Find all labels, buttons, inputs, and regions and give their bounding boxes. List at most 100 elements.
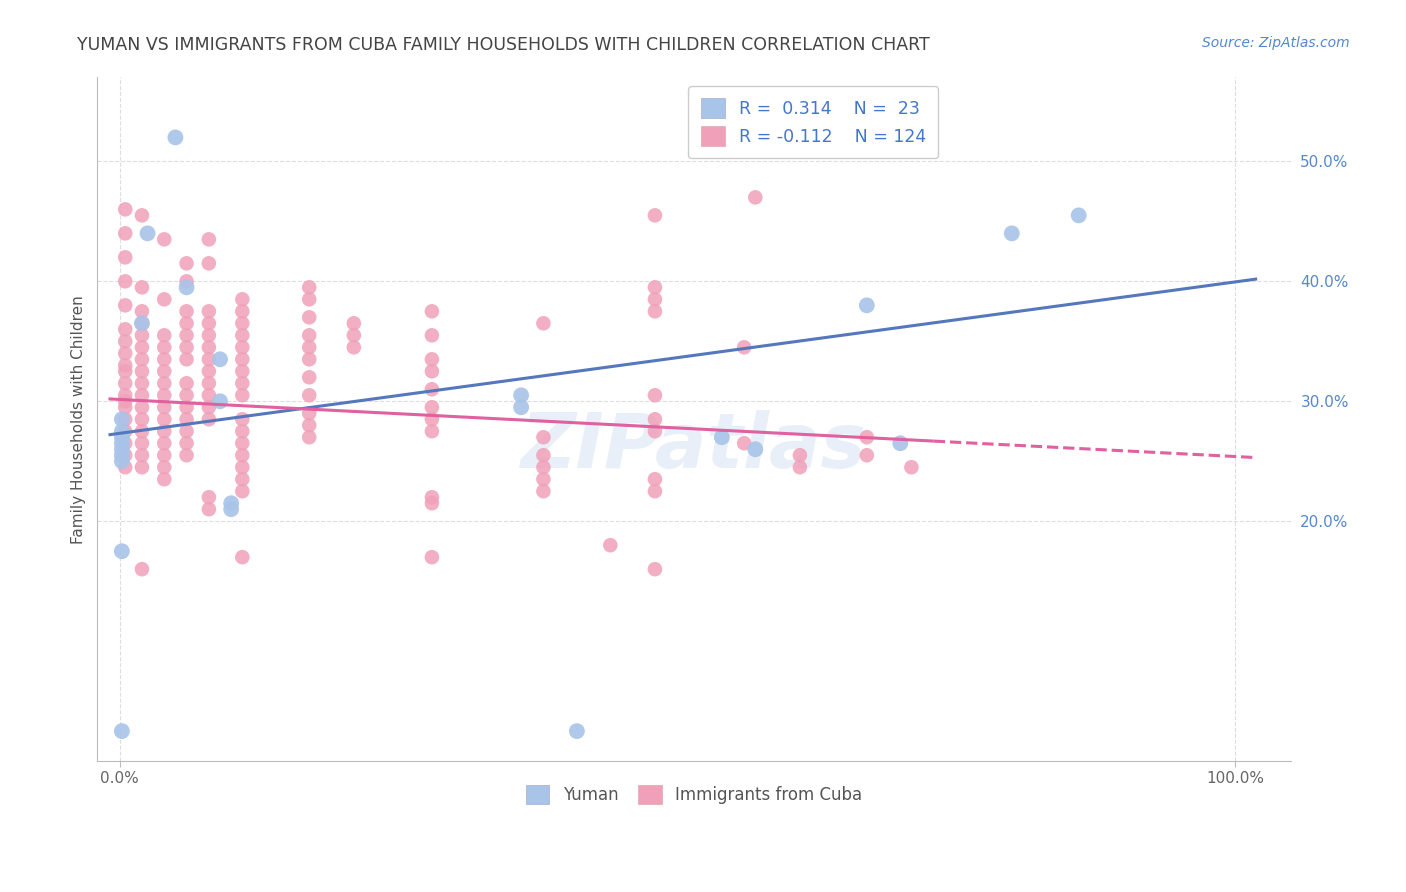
Point (733, 340, 755, 354)
Point (789, 460, 811, 475)
Point (198, 412, 221, 426)
Point (131, 208, 153, 222)
Point (599, 538, 621, 552)
Point (114, 364, 136, 378)
Point (565, 724, 588, 739)
Point (644, 424, 666, 438)
Point (176, 388, 198, 402)
Point (644, 208, 666, 222)
Point (131, 412, 153, 426)
Point (343, 340, 366, 354)
Point (889, 436, 911, 450)
Point (644, 388, 666, 402)
Point (114, 388, 136, 402)
Point (644, 472, 666, 486)
Point (114, 334, 136, 349)
Text: Source: ZipAtlas.com: Source: ZipAtlas.com (1202, 36, 1350, 50)
Point (176, 340, 198, 354)
Point (131, 376, 153, 391)
Point (153, 364, 176, 378)
Point (153, 340, 176, 354)
Point (114, 436, 136, 450)
Point (420, 550, 443, 565)
Point (298, 340, 321, 354)
Point (131, 460, 153, 475)
Point (131, 280, 153, 294)
Point (153, 472, 176, 486)
Point (198, 328, 221, 343)
Point (420, 412, 443, 426)
Point (114, 227, 136, 241)
Point (198, 304, 221, 318)
Point (198, 352, 221, 367)
Point (231, 293, 253, 307)
Point (114, 460, 136, 475)
Point (198, 490, 221, 504)
Point (131, 562, 153, 576)
Point (231, 424, 253, 438)
Point (111, 442, 134, 457)
Point (131, 388, 153, 402)
Point (131, 316, 153, 330)
Point (198, 388, 221, 402)
Point (111, 544, 134, 558)
Point (644, 562, 666, 576)
Point (298, 310, 321, 325)
Point (198, 340, 221, 354)
Point (131, 352, 153, 367)
Point (231, 436, 253, 450)
Point (114, 376, 136, 391)
Point (114, 322, 136, 336)
Point (856, 430, 879, 444)
Point (900, 460, 922, 475)
Point (744, 442, 766, 457)
Point (298, 406, 321, 420)
Point (114, 424, 136, 438)
Point (789, 448, 811, 462)
Point (644, 293, 666, 307)
Point (343, 328, 366, 343)
Point (131, 304, 153, 318)
Point (176, 256, 198, 270)
Point (298, 388, 321, 402)
Y-axis label: Family Households with Children: Family Households with Children (72, 295, 86, 543)
Point (153, 460, 176, 475)
Point (176, 376, 198, 391)
Point (176, 448, 198, 462)
Point (208, 352, 231, 367)
Point (510, 401, 533, 415)
Point (153, 352, 176, 367)
Point (176, 436, 198, 450)
Point (131, 340, 153, 354)
Point (420, 304, 443, 318)
Point (644, 280, 666, 294)
Text: ZIPatlas: ZIPatlas (522, 409, 868, 483)
Point (114, 202, 136, 217)
Point (176, 316, 198, 330)
Point (114, 251, 136, 265)
Point (644, 412, 666, 426)
Point (420, 382, 443, 396)
Point (208, 394, 231, 409)
Point (153, 328, 176, 343)
Point (165, 130, 187, 145)
Point (298, 328, 321, 343)
Point (114, 394, 136, 409)
Point (231, 364, 253, 378)
Point (231, 412, 253, 426)
Point (298, 280, 321, 294)
Point (420, 328, 443, 343)
Point (176, 328, 198, 343)
Point (856, 298, 879, 312)
Point (1001, 227, 1024, 241)
Point (343, 316, 366, 330)
Point (176, 304, 198, 318)
Point (420, 424, 443, 438)
Legend: Yuman, Immigrants from Cuba: Yuman, Immigrants from Cuba (516, 775, 872, 814)
Point (111, 430, 134, 444)
Point (644, 304, 666, 318)
Point (114, 448, 136, 462)
Point (533, 430, 555, 444)
Point (533, 448, 555, 462)
Point (231, 388, 253, 402)
